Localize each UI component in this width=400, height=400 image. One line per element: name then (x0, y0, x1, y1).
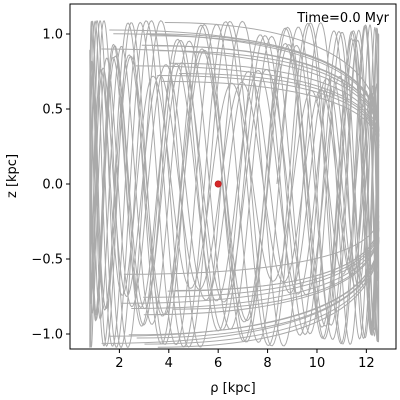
time-annotation: Time=0.0 Myr (296, 11, 389, 26)
x-tick-label: 8 (263, 356, 271, 371)
orbit-turning-arc (101, 239, 380, 344)
x-tick-label: 2 (115, 356, 123, 371)
y-tick-label: 1.0 (42, 28, 63, 43)
y-axis-label: z [kpc] (5, 154, 20, 198)
orbit-turning-arc (121, 225, 380, 304)
x-axis-ticks: 2 4 6 8 10 12 (115, 349, 375, 371)
orbit-turning-arc (172, 227, 380, 310)
orbit-turning-arc (123, 215, 380, 275)
current-position-marker (214, 180, 222, 188)
orbit-turning-arc (143, 229, 380, 316)
x-tick-label: 12 (358, 356, 375, 371)
orbit-turning-arc (135, 65, 380, 143)
orbit-turning-arc (113, 33, 380, 132)
orbit-turning-arc (141, 44, 380, 136)
x-tick-label: 10 (309, 356, 326, 371)
y-axis-ticks: −1.0 −0.5 0.0 0.5 1.0 (31, 28, 70, 343)
orbit-turning-arc (131, 227, 380, 309)
orbit-turning-arc (144, 239, 380, 345)
y-tick-label: 0.0 (42, 178, 63, 193)
orbit-turning-arc (157, 75, 380, 147)
orbit-turning-arc (145, 33, 380, 132)
y-tick-label: −1.0 (31, 328, 63, 343)
orbit-turning-arc (157, 241, 380, 348)
orbit-turning-arc (175, 221, 380, 291)
orbit-trajectory-group (89, 20, 380, 348)
orbit-trajectory-line (89, 20, 380, 348)
orbit-turning-arc (169, 62, 380, 142)
x-axis-label: ρ [kpc] (210, 381, 255, 396)
plot-frame (69, 3, 397, 350)
orbit-turning-arc (136, 237, 380, 339)
marker-group (214, 180, 222, 188)
x-tick-label: 4 (165, 356, 173, 371)
x-tick-label: 6 (214, 356, 222, 371)
orbit-turning-arc (179, 73, 380, 146)
orbit-turning-arc (164, 22, 380, 128)
orbit-turning-arc (101, 48, 380, 137)
orbit-turning-arc (160, 80, 380, 149)
orbit-turning-arc (159, 50, 380, 138)
y-tick-label: −0.5 (31, 253, 63, 268)
orbit-turning-arc (143, 223, 380, 298)
y-tick-label: 0.5 (42, 103, 63, 118)
orbit-turning-arc (109, 237, 380, 337)
